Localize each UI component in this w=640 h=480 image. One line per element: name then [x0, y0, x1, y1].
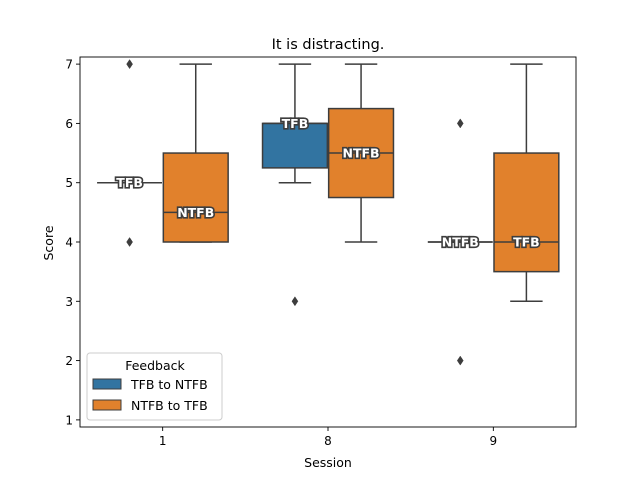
outlier-point [291, 296, 299, 307]
y-tick-label: 1 [65, 413, 73, 427]
y-tick-label: 7 [65, 58, 73, 72]
legend-swatch [92, 399, 122, 411]
box [261, 122, 329, 169]
box [493, 152, 560, 273]
legend-title: Feedback [125, 358, 185, 373]
y-tick-label: 3 [65, 295, 73, 309]
y-axis-label: Score [41, 225, 56, 260]
outlier-point [456, 118, 464, 129]
x-axis-label: Session [304, 455, 352, 470]
median-label: TFB [513, 235, 540, 250]
x-tick-label: 8 [324, 434, 332, 448]
y-tick-label: 6 [65, 117, 73, 131]
y-tick-label: 4 [65, 236, 73, 250]
outlier-point [126, 237, 133, 247]
median-label: NTFB [442, 235, 479, 250]
x-tick-label: 1 [159, 434, 167, 448]
chart-title: It is distracting. [272, 37, 385, 53]
legend-swatch [92, 378, 122, 390]
legend: Feedback TFB to NTFB NTFB to TFB [86, 352, 223, 421]
legend-entry-label: TFB to NTFB [130, 377, 208, 392]
box [162, 152, 229, 243]
outlier-point [456, 355, 464, 366]
outlier-point [126, 59, 133, 70]
median-label: NTFB [343, 146, 380, 161]
axes-frame [79, 56, 577, 428]
legend-entry-label: NTFB to TFB [131, 398, 208, 413]
y-tick-label: 5 [65, 176, 73, 190]
median-label: TFB [116, 175, 143, 190]
median-label: NTFB [177, 205, 214, 220]
median-label: TFB [282, 116, 309, 131]
y-tick-label: 2 [65, 354, 73, 368]
x-tick-label: 9 [490, 434, 498, 448]
